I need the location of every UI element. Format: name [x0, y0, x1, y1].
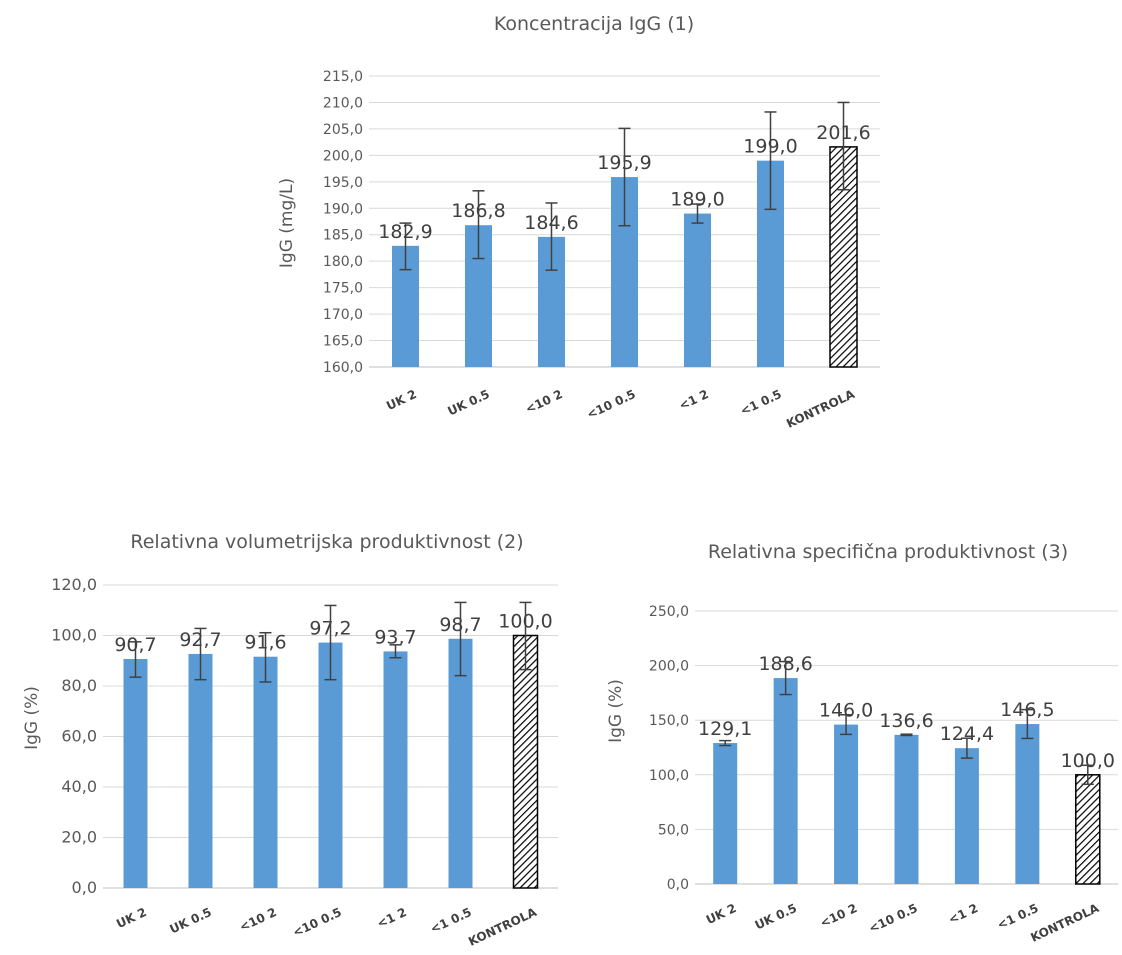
y-tick-label: 215,0 [323, 69, 363, 85]
y-tick-label: 200,0 [649, 659, 689, 675]
chart-title: Relativna specifična produktivnost (3) [708, 541, 1068, 563]
data-label: 199,0 [743, 136, 797, 158]
y-tick-label: 100,0 [649, 768, 689, 784]
x-tick-label: KONTROLA [466, 905, 539, 949]
data-label: 184,6 [524, 212, 578, 234]
y-tick-label: 200,0 [323, 148, 363, 164]
data-label: 146,5 [1000, 699, 1054, 721]
data-label: 201,6 [816, 122, 870, 144]
x-tick-label: UK 0.5 [446, 387, 492, 418]
y-tick-label: 210,0 [323, 95, 363, 111]
data-label: 98,7 [439, 614, 481, 636]
x-tick-label: UK 2 [384, 387, 419, 413]
data-label: 97,2 [309, 618, 351, 640]
bar [954, 748, 979, 884]
bar [713, 743, 738, 884]
data-label: 189,0 [670, 189, 724, 211]
data-label: 188,6 [758, 653, 812, 675]
x-tick-label: KONTROLA [784, 387, 857, 431]
y-axis-label: IgG (%) [22, 686, 42, 750]
data-label: 195,9 [597, 152, 651, 174]
y-axis-label: IgG (%) [606, 679, 626, 743]
x-tick-label: UK 2 [114, 905, 149, 931]
x-tick-label: <10 2 [523, 387, 565, 416]
data-label: 93,7 [374, 626, 416, 648]
x-tick-label: <1 0.5 [738, 387, 784, 418]
data-label: 100,0 [1061, 750, 1115, 772]
y-tick-label: 190,0 [323, 201, 363, 217]
y-tick-label: 80,0 [61, 676, 97, 695]
x-tick-label: UK 2 [704, 901, 739, 927]
data-label: 136,6 [879, 710, 933, 732]
chart-relative-volumetric-productivity: Relativna volumetrijska produktivnost (2… [22, 531, 558, 949]
x-tick-label: <1 2 [677, 387, 711, 413]
y-tick-label: 0,0 [667, 877, 689, 893]
chart-igg-concentration: Koncentracija IgG (1) IgG (mg/L) 160,0 16… [277, 13, 880, 431]
x-tick-label: <10 2 [237, 905, 279, 934]
y-tick-label: 170,0 [323, 307, 363, 323]
bar [383, 651, 408, 888]
x-tick-label: UK 0.5 [168, 905, 214, 936]
y-tick-label: 40,0 [61, 777, 97, 796]
y-tick-label: 120,0 [51, 575, 97, 594]
x-tick-label: <1 2 [946, 901, 980, 927]
bar [448, 638, 473, 888]
y-tick-label: 20,0 [61, 828, 97, 847]
data-label: 124,4 [940, 723, 994, 745]
y-tick-label: 0,0 [72, 878, 97, 897]
y-tick-label: 180,0 [323, 254, 363, 270]
data-label: 146,0 [819, 700, 873, 722]
x-tick-label: KONTROLA [1028, 901, 1101, 945]
x-tick-label: <10 0.5 [291, 905, 344, 940]
chart-title: Relativna volumetrijska produktivnost (2… [130, 531, 523, 553]
y-tick-label: 250,0 [649, 604, 689, 620]
bar [894, 734, 919, 884]
chart-relative-specific-productivity: Relativna specifična produktivnost (3) I… [606, 541, 1118, 945]
bar [684, 213, 711, 367]
bar [773, 678, 798, 884]
data-label: 91,6 [244, 632, 286, 654]
bar [123, 658, 148, 888]
bar [253, 656, 278, 888]
data-label: 182,9 [378, 221, 432, 243]
x-tick-label: UK 0.5 [753, 901, 799, 932]
bar [318, 642, 343, 888]
x-tick-label: <10 0.5 [867, 901, 920, 936]
x-tick-label: <1 0.5 [428, 905, 474, 936]
bar [1075, 774, 1101, 885]
y-tick-label: 50,0 [658, 822, 689, 838]
x-tick-label: <10 0.5 [585, 387, 638, 422]
y-axis-label: IgG (mg/L) [277, 178, 297, 268]
y-tick-label: 205,0 [323, 122, 363, 138]
y-tick-label: 185,0 [323, 228, 363, 244]
x-tick-label: <10 2 [818, 901, 860, 930]
data-label: 129,1 [698, 718, 752, 740]
data-label: 100,0 [498, 611, 552, 633]
y-tick-label: 100,0 [51, 626, 97, 645]
y-tick-label: 175,0 [323, 281, 363, 297]
bar [1015, 724, 1040, 884]
y-tick-label: 160,0 [323, 360, 363, 376]
data-label: 92,7 [179, 629, 221, 651]
y-tick-label: 195,0 [323, 175, 363, 191]
x-tick-label: <1 0.5 [995, 901, 1041, 932]
bar [834, 724, 859, 884]
x-tick-label: <1 2 [375, 905, 409, 931]
y-tick-label: 60,0 [61, 727, 97, 746]
y-tick-label: 165,0 [323, 334, 363, 350]
data-label: 90,7 [114, 634, 156, 656]
bar [512, 634, 539, 889]
chart-title: Koncentracija IgG (1) [494, 13, 694, 35]
data-label: 186,8 [451, 200, 505, 222]
bar [188, 653, 213, 888]
y-tick-label: 150,0 [649, 713, 689, 729]
